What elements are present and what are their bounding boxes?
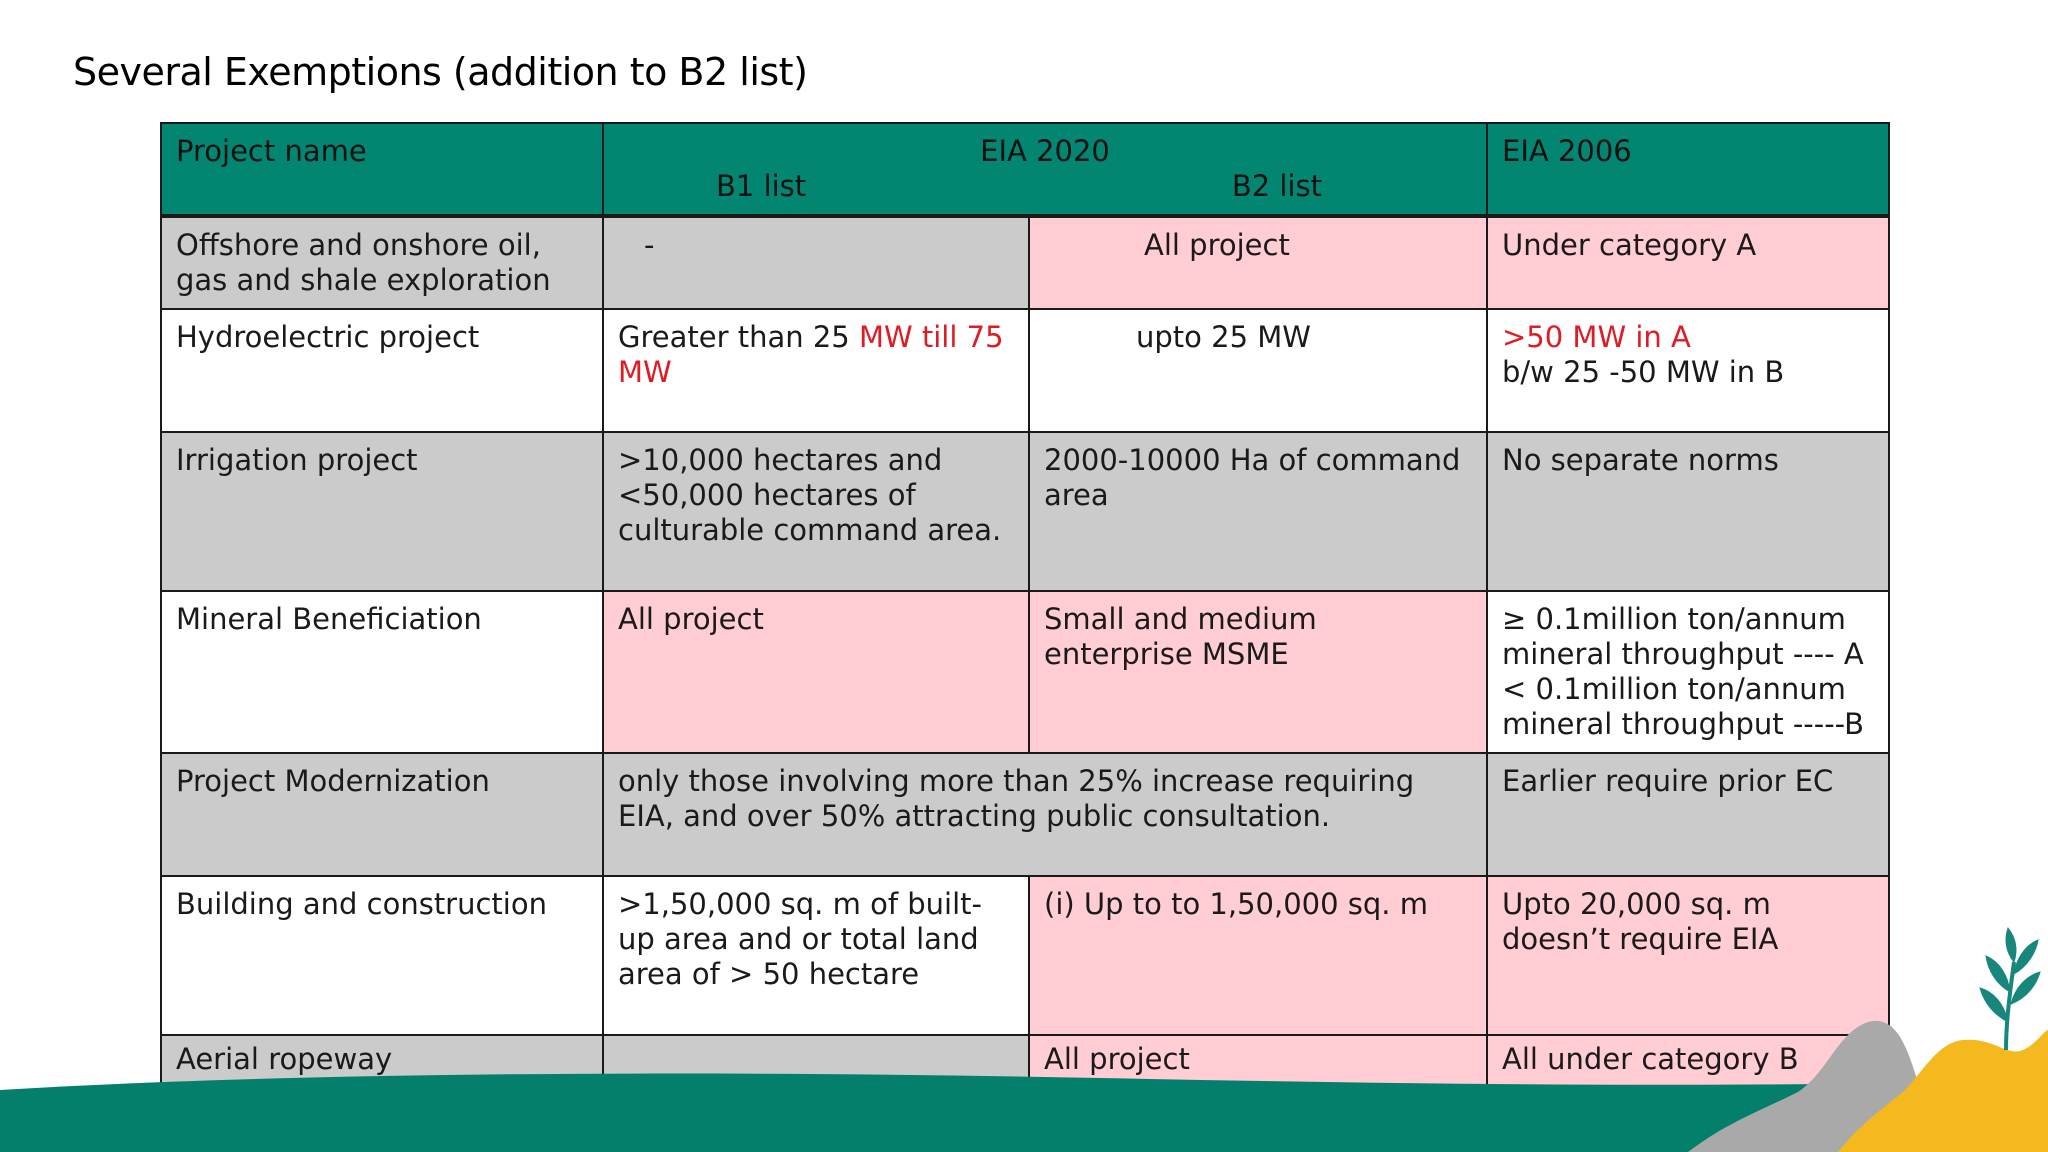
- header-project-name-label: Project name: [176, 134, 367, 168]
- hills-plant-decoration: [1688, 926, 2048, 1152]
- cell-eia2006: Upto 20,000 sq. m doesn’t require EIA: [1486, 875, 1890, 1036]
- header-eia-2020: EIA 2020 B1 list B2 list: [602, 122, 1488, 218]
- header-b2-list: B2 list: [1231, 169, 1322, 203]
- table-row: Project Modernization only those involvi…: [160, 752, 1890, 877]
- cell-b2: Small and medium enterprise MSME: [1028, 590, 1488, 754]
- header-sublists: B1 list B2 list: [618, 169, 1472, 204]
- header-eia-2020-label: EIA 2020: [980, 134, 1110, 168]
- cell-eia2006-line2: b/w 25 -50 MW in B: [1502, 355, 1785, 389]
- cell-b1: >10,000 hectares and <50,000 hectares of…: [602, 431, 1030, 592]
- cell-eia2006: ≥ 0.1million ton/annum mineral throughpu…: [1486, 590, 1890, 754]
- bottom-wave-decoration: [0, 1073, 2048, 1152]
- cell-eia2006: >50 MW in A b/w 25 -50 MW in B: [1486, 308, 1890, 433]
- cell-eia2006: Earlier require prior EC: [1486, 752, 1890, 877]
- cell-eia2006: All under category B: [1486, 1034, 1890, 1087]
- cell-b1: Greater than 25 MW till 75 MW: [602, 308, 1030, 433]
- cell-project-name: Building and construction: [160, 875, 604, 1036]
- table-row: Mineral Beneficiation All project Small …: [160, 590, 1890, 754]
- slide-title: Several Exemptions (addition to B2 list): [73, 50, 808, 94]
- table-row: Building and construction >1,50,000 sq. …: [160, 875, 1890, 1036]
- cell-b1: -: [602, 215, 1030, 310]
- cell-b2: 2000-10000 Ha of command area: [1028, 431, 1488, 592]
- header-eia-2006: EIA 2006: [1486, 122, 1890, 218]
- cell-eia2006: Under category A: [1486, 215, 1890, 310]
- cell-eia2006: No separate norms: [1486, 431, 1890, 592]
- cell-eia2020-merged: only those involving more than 25% incre…: [602, 752, 1488, 877]
- table-row: Hydroelectric project Greater than 25 MW…: [160, 308, 1890, 433]
- table-row: Irrigation project >10,000 hectares and …: [160, 431, 1890, 592]
- cell-eia2006-line: ≥ 0.1million ton/annum: [1502, 602, 1846, 636]
- cell-eia2006-line: mineral throughput ---- A: [1502, 637, 1864, 671]
- cell-b2: (i) Up to to 1,50,000 sq. m: [1028, 875, 1488, 1036]
- header-project-name: Project name: [160, 122, 604, 218]
- cell-b1-red-text: MW till 75 MW: [618, 320, 1004, 389]
- cell-project-name: Project Modernization: [160, 752, 604, 877]
- cell-eia2006-line: mineral throughput -----B: [1502, 707, 1865, 741]
- header-eia-2006-label: EIA 2006: [1502, 134, 1632, 168]
- table-row: Offshore and onshore oil, gas and shale …: [160, 215, 1890, 310]
- cell-b2: All project: [1028, 215, 1488, 310]
- cell-project-name: Mineral Beneficiation: [160, 590, 604, 754]
- cell-b2: upto 25 MW: [1028, 308, 1488, 433]
- table-header-row: Project name EIA 2020 B1 list B2 list EI…: [160, 122, 1890, 218]
- cell-b1: >1,50,000 sq. m of built-up area and or …: [602, 875, 1030, 1036]
- cell-project-name: Irrigation project: [160, 431, 604, 592]
- cell-eia2006-red-text: >50 MW in A: [1502, 320, 1691, 354]
- cell-project-name: Hydroelectric project: [160, 308, 604, 433]
- header-b1-list: B1 list: [716, 169, 807, 203]
- cell-project-name: Offshore and onshore oil, gas and shale …: [160, 215, 604, 310]
- cell-b1: All project: [602, 590, 1030, 754]
- exemptions-table: Project name EIA 2020 B1 list B2 list EI…: [160, 122, 1890, 1087]
- cell-b1-text: Greater than 25: [618, 320, 859, 354]
- cell-eia2006-line: < 0.1million ton/annum: [1502, 672, 1846, 706]
